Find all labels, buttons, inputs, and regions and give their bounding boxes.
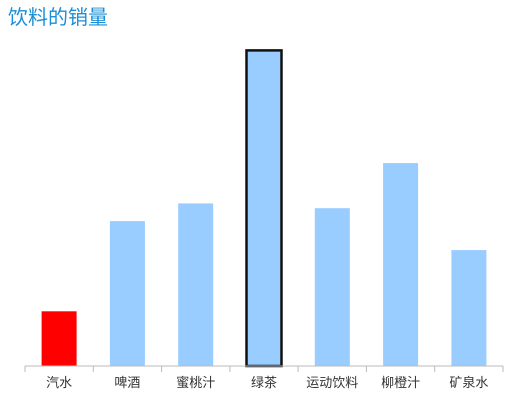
bar-7: [451, 250, 487, 366]
x-tick-label: 蜜桃汁: [176, 376, 215, 391]
chart-title: 饮料的销量: [8, 5, 108, 29]
x-tick-label: 矿泉水: [449, 375, 488, 391]
bar-5: [314, 208, 350, 366]
x-tick-label: 柳橙汁: [381, 376, 420, 391]
x-tick-label: 汽水: [46, 376, 72, 391]
bar-3: [178, 203, 214, 366]
x-tick-label: 绿茶: [251, 375, 277, 391]
bar-1: [41, 311, 77, 366]
x-tick-label: 运动饮料: [306, 376, 358, 391]
bar-6: [383, 163, 419, 366]
bar-4: [245, 49, 283, 368]
x-tick-label: 啤酒: [114, 376, 140, 391]
bar-2: [109, 221, 145, 366]
